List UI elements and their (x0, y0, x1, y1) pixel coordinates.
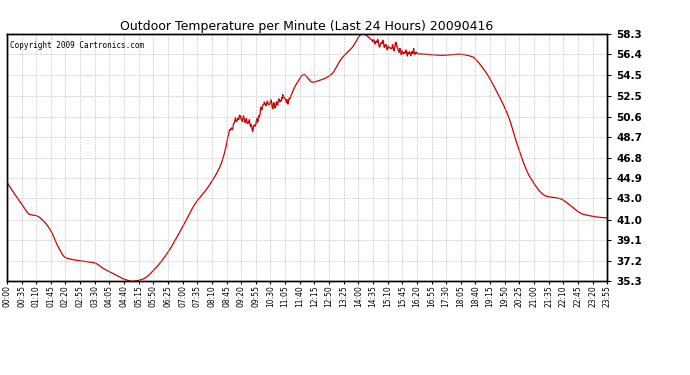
Title: Outdoor Temperature per Minute (Last 24 Hours) 20090416: Outdoor Temperature per Minute (Last 24 … (121, 20, 493, 33)
Text: Copyright 2009 Cartronics.com: Copyright 2009 Cartronics.com (10, 41, 144, 50)
